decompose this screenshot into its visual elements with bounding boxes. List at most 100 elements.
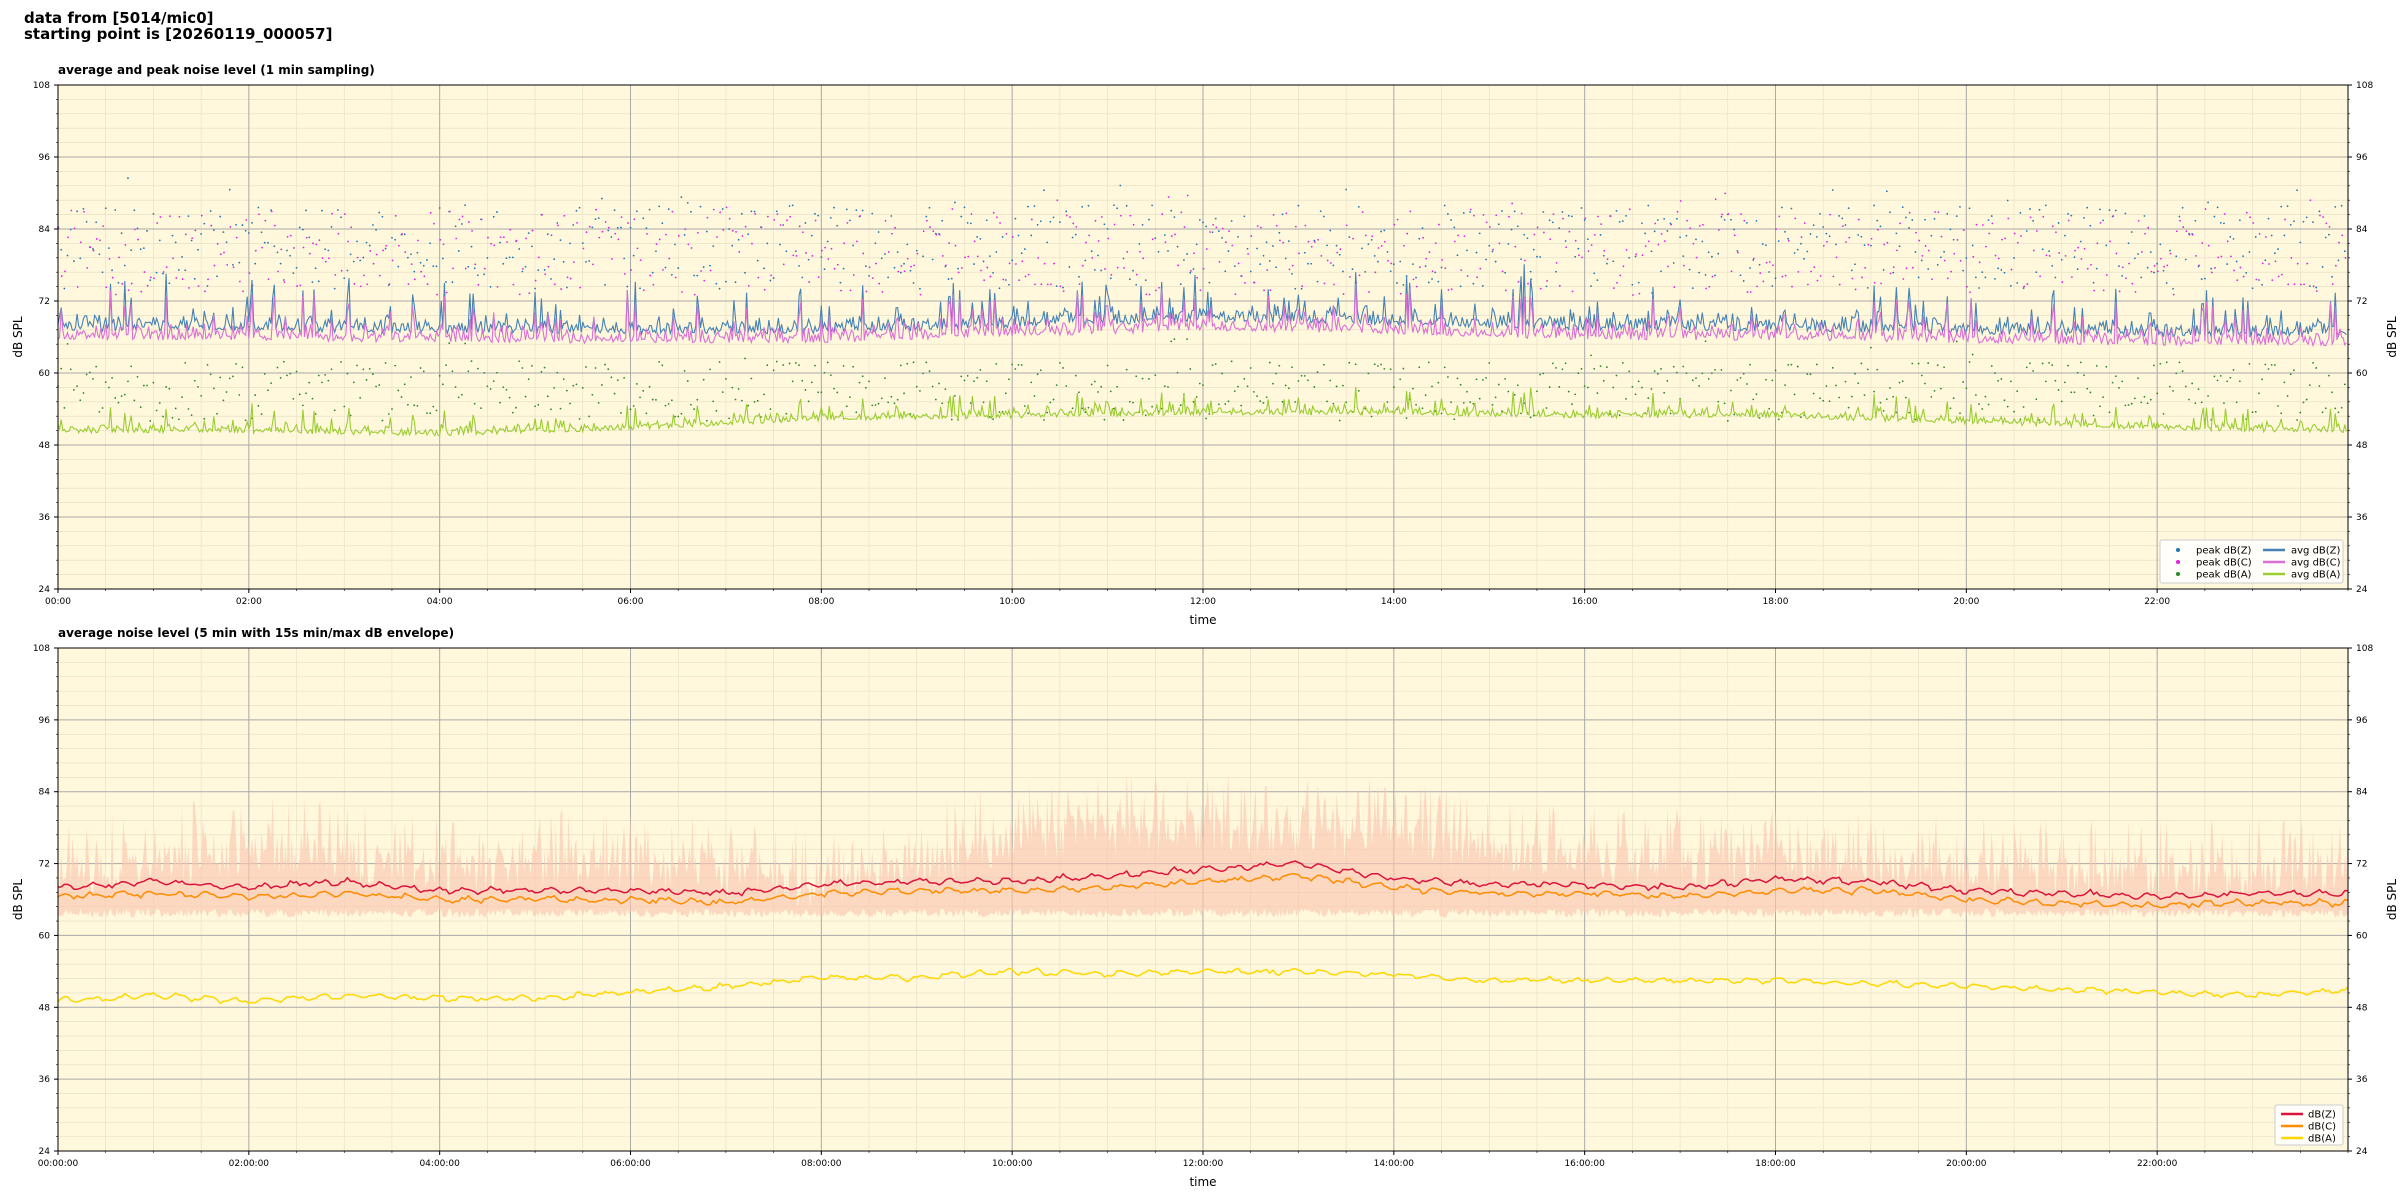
peak-c-point [1218, 261, 1221, 263]
peak-c-point [957, 271, 960, 274]
chart1-ytick-label-right: 60 [2356, 931, 2368, 941]
peak-c-point [238, 280, 241, 283]
peak-c-point [976, 255, 979, 258]
peak-c-point [197, 285, 200, 288]
peak-z-point [251, 221, 253, 224]
peak-a-point [235, 362, 238, 365]
peak-c-point [1263, 289, 1265, 292]
chart1-ytick-label-left: 84 [39, 788, 51, 798]
peak-c-point [181, 278, 184, 280]
peak-a-point [1198, 382, 1201, 385]
peak-a-point [1160, 407, 1163, 410]
peak-z-point [699, 205, 702, 208]
chart0-ytick-label-left: 72 [39, 297, 50, 307]
peak-c-point [1091, 257, 1094, 259]
peak-z-point [1163, 234, 1166, 236]
peak-z-point [413, 270, 416, 273]
peak-c-point [1034, 283, 1036, 286]
peak-a-point [553, 387, 556, 389]
peak-z-point [686, 201, 689, 204]
chart0-xtick-label: 00:00 [45, 597, 71, 607]
peak-z-point [127, 177, 129, 180]
peak-z-point [976, 236, 979, 238]
peak-a-point [1173, 338, 1176, 341]
peak-z-point [1224, 270, 1227, 273]
peak-z-point [801, 276, 804, 279]
peak-c-point [518, 293, 521, 296]
peak-c-point [1018, 279, 1021, 282]
peak-a-point [559, 407, 562, 410]
peak-c-point [576, 221, 578, 224]
peak-z-point [104, 207, 107, 210]
peak-z-point [597, 217, 600, 219]
peak-a-point [1036, 373, 1039, 376]
peak-z-point [321, 209, 323, 212]
peak-z-point [292, 272, 295, 275]
peak-z-point [823, 268, 826, 271]
peak-a-point [1345, 401, 1348, 404]
peak-c-point [795, 255, 798, 257]
chart1-ytick-label-left: 48 [39, 1003, 51, 1013]
peak-a-point [267, 389, 269, 392]
peak-z-point [257, 206, 260, 209]
peak-c-point [334, 273, 337, 276]
peak-a-point [1501, 410, 1503, 413]
peak-z-point [1211, 231, 1214, 234]
peak-a-point [1272, 382, 1274, 385]
peak-z-point [623, 257, 626, 260]
peak-c-point [1065, 214, 1068, 217]
peak-z-point [756, 259, 759, 262]
chart1-ylabel: dB SPL [11, 879, 25, 921]
peak-c-point [916, 252, 919, 255]
peak-a-point [276, 366, 279, 369]
peak-z-point [591, 226, 594, 229]
peak-z-point [728, 228, 730, 230]
peak-a-point [769, 408, 772, 411]
peak-c-point [369, 250, 372, 252]
peak-a-point [461, 393, 463, 396]
peak-a-point [197, 385, 199, 388]
peak-z-point [356, 240, 358, 243]
peak-z-point [1424, 265, 1427, 268]
peak-z-point [244, 229, 247, 232]
chart0-xtick-label: 08:00 [808, 597, 834, 607]
chart0-xtick-label: 02:00 [236, 597, 262, 607]
peak-c-point [502, 236, 505, 239]
peak-z-point [302, 228, 304, 231]
peak-z-point [276, 251, 279, 254]
peak-c-point [477, 283, 480, 286]
peak-a-point [849, 396, 851, 399]
chart0-ytick-label-left: 60 [39, 369, 51, 379]
peak-a-point [1246, 385, 1249, 388]
peak-z-point [581, 242, 584, 245]
peak-a-point [400, 396, 403, 398]
peak-c-point [413, 278, 416, 281]
peak-c-point [496, 286, 499, 288]
peak-a-point [403, 383, 406, 386]
peak-a-point [1380, 363, 1383, 366]
peak-z-point [181, 255, 183, 258]
chart1-ytick-label-right: 72 [2356, 860, 2367, 870]
peak-a-point [1033, 395, 1036, 397]
peak-a-point [193, 379, 196, 382]
peak-c-point [836, 263, 839, 266]
peak-a-point [858, 381, 861, 384]
peak-z-point [1329, 229, 1332, 232]
peak-a-point [489, 388, 492, 390]
peak-a-point [944, 388, 947, 390]
peak-a-point [896, 398, 899, 401]
peak-c-point [1250, 235, 1253, 237]
peak-a-point [149, 420, 152, 422]
peak-c-point [592, 263, 594, 266]
peak-z-point [279, 262, 282, 265]
peak-a-point [1221, 372, 1223, 375]
peak-z-point [1348, 236, 1351, 239]
peak-a-point [1011, 363, 1014, 366]
peak-c-point [490, 242, 493, 245]
peak-a-point [101, 407, 104, 409]
peak-c-point [1361, 211, 1364, 214]
peak-a-point [1179, 404, 1182, 407]
peak-a-point [591, 393, 594, 396]
chart0-xtick-label: 22:00 [2144, 597, 2170, 607]
peak-a-point [989, 416, 991, 418]
